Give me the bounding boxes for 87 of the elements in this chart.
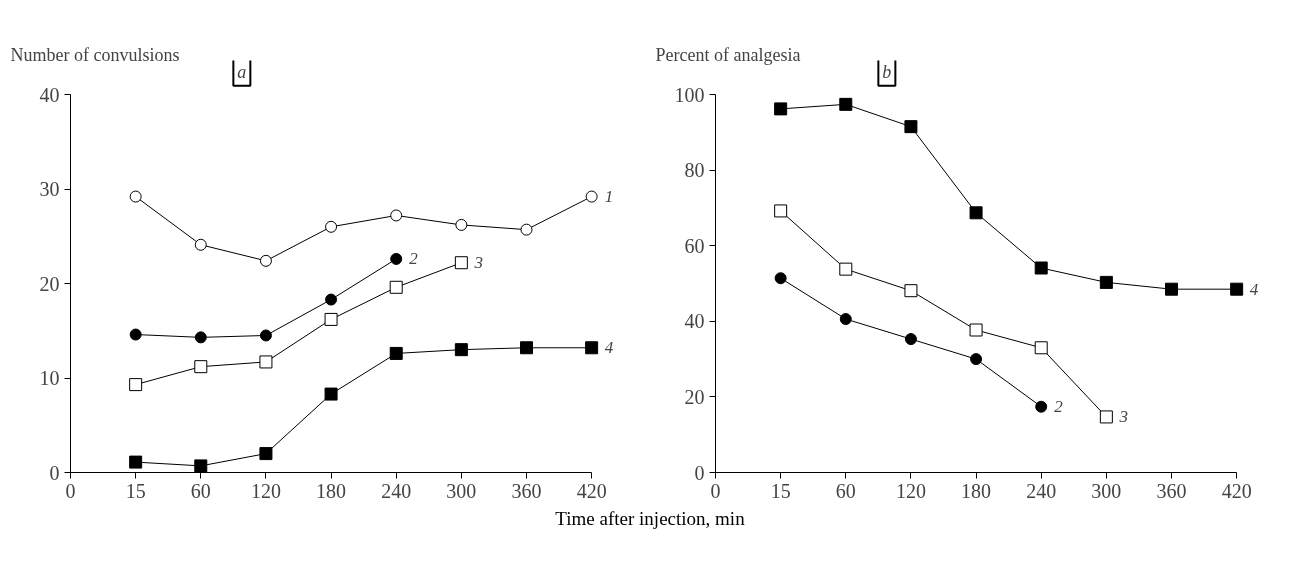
point [324, 312, 338, 326]
point [585, 190, 598, 203]
x-tick-label: 15 [125, 479, 146, 502]
point [774, 204, 788, 218]
point [259, 254, 272, 267]
series-label: 1 [604, 187, 614, 207]
point [1034, 341, 1048, 355]
y-tick-label: 80 [684, 159, 705, 182]
x-tick-label: 180 [316, 479, 347, 502]
y-axis-title: Number of convulsions [10, 44, 180, 65]
y-tick-label: 60 [684, 234, 705, 257]
x-tick-label: 120 [250, 479, 281, 502]
point [1034, 261, 1048, 275]
series-label: 2 [1054, 397, 1064, 417]
point [194, 331, 207, 344]
point [259, 355, 273, 369]
point [1099, 410, 1113, 424]
series-label: 4 [604, 338, 614, 358]
y-axis-title: Percent of analgesia [655, 44, 801, 65]
point [970, 353, 983, 366]
point [520, 223, 533, 236]
x-tick-label: 0 [65, 479, 76, 502]
y-tick-label: 0 [49, 461, 60, 484]
point [389, 280, 403, 294]
x-tick-label: 60 [190, 479, 211, 502]
point [259, 447, 273, 461]
point [325, 293, 338, 306]
series-label: 3 [1118, 407, 1128, 427]
point [194, 459, 208, 473]
y-tick-label: 40 [684, 310, 705, 333]
x-tick-label: 120 [895, 479, 926, 502]
point [1230, 282, 1244, 296]
point [454, 256, 468, 270]
point [325, 220, 338, 233]
point [1165, 282, 1178, 296]
x-tick-label: 0 [710, 479, 721, 502]
y-tick-label: 100 [674, 83, 705, 106]
point [904, 333, 917, 346]
point [194, 360, 208, 374]
y-tick-label: 20 [39, 272, 60, 295]
y-tick-label: 10 [39, 367, 60, 389]
chart-title: b [882, 61, 892, 82]
x-tick-label: 420 [1221, 479, 1252, 502]
x-tick-label: 300 [446, 479, 477, 502]
point [585, 341, 599, 355]
x-axis-title: Time after injection, min [555, 507, 745, 531]
x-tick-label: 180 [961, 479, 992, 502]
x-tick-label: 420 [576, 479, 607, 502]
x-tick-label: 360 [511, 479, 542, 502]
point [520, 341, 533, 355]
y-tick-label: 20 [684, 385, 705, 408]
point [129, 378, 143, 392]
point [839, 313, 852, 326]
point [839, 97, 853, 111]
point [904, 284, 918, 298]
point [454, 343, 468, 357]
point [839, 262, 853, 276]
point [1035, 400, 1048, 413]
point [1099, 275, 1113, 289]
point [129, 328, 142, 341]
point [390, 209, 403, 222]
point [969, 206, 983, 220]
x-tick-label: 300 [1091, 479, 1122, 502]
x-tick-label: 360 [1156, 479, 1187, 502]
point [774, 102, 788, 116]
x-tick-label: 60 [835, 479, 856, 502]
y-tick-label: 40 [39, 83, 60, 106]
series-label: 2 [409, 249, 419, 269]
x-tick-label: 15 [770, 479, 791, 502]
point [455, 218, 468, 231]
point [390, 252, 403, 265]
point [129, 190, 142, 203]
point [194, 238, 207, 251]
y-tick-label: 30 [39, 178, 60, 201]
point [129, 455, 143, 469]
point [774, 272, 787, 285]
series-label: 4 [1249, 279, 1259, 299]
chart-title: a [237, 61, 247, 82]
point [389, 346, 403, 360]
y-tick-label: 0 [694, 461, 705, 484]
x-tick-label: 240 [1026, 479, 1057, 502]
series-label: 3 [473, 253, 483, 273]
point [969, 323, 983, 337]
point [324, 387, 338, 401]
point [259, 329, 272, 342]
x-tick-label: 240 [381, 479, 412, 502]
point [904, 120, 918, 134]
